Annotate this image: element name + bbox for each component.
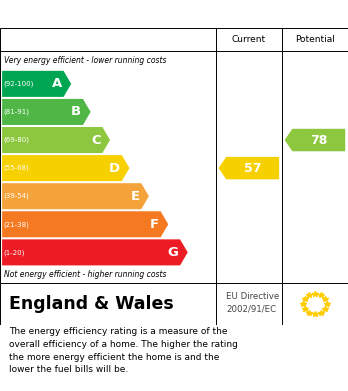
Text: EU Directive
2002/91/EC: EU Directive 2002/91/EC bbox=[226, 292, 279, 314]
Text: E: E bbox=[130, 190, 140, 203]
Polygon shape bbox=[2, 211, 168, 237]
Polygon shape bbox=[2, 239, 188, 265]
Text: (21-38): (21-38) bbox=[3, 221, 29, 228]
Text: 57: 57 bbox=[244, 161, 261, 175]
Text: (81-91): (81-91) bbox=[3, 109, 30, 115]
Text: A: A bbox=[52, 77, 62, 90]
Polygon shape bbox=[2, 99, 90, 125]
Text: Potential: Potential bbox=[295, 35, 335, 44]
Polygon shape bbox=[2, 155, 129, 181]
Polygon shape bbox=[285, 129, 345, 151]
Bar bbox=[0, 28, 348, 52]
Text: (92-100): (92-100) bbox=[3, 81, 34, 87]
Text: G: G bbox=[167, 246, 178, 259]
Text: (39-54): (39-54) bbox=[3, 193, 29, 199]
Text: England & Wales: England & Wales bbox=[9, 295, 173, 313]
Text: Not energy efficient - higher running costs: Not energy efficient - higher running co… bbox=[4, 270, 167, 279]
Text: F: F bbox=[150, 218, 159, 231]
Text: C: C bbox=[91, 134, 101, 147]
Text: (1-20): (1-20) bbox=[3, 249, 25, 256]
Polygon shape bbox=[2, 183, 149, 209]
Polygon shape bbox=[2, 71, 71, 97]
Text: Current: Current bbox=[232, 35, 266, 44]
Text: (69-80): (69-80) bbox=[3, 137, 30, 143]
Text: Energy Efficiency Rating: Energy Efficiency Rating bbox=[7, 7, 209, 22]
Polygon shape bbox=[2, 127, 110, 153]
Text: D: D bbox=[109, 161, 120, 175]
Text: 78: 78 bbox=[310, 134, 327, 147]
Text: The energy efficiency rating is a measure of the
overall efficiency of a home. T: The energy efficiency rating is a measur… bbox=[9, 327, 237, 375]
Text: (55-68): (55-68) bbox=[3, 165, 29, 171]
Polygon shape bbox=[219, 157, 279, 179]
Text: B: B bbox=[71, 106, 81, 118]
Text: Very energy efficient - lower running costs: Very energy efficient - lower running co… bbox=[4, 56, 167, 65]
